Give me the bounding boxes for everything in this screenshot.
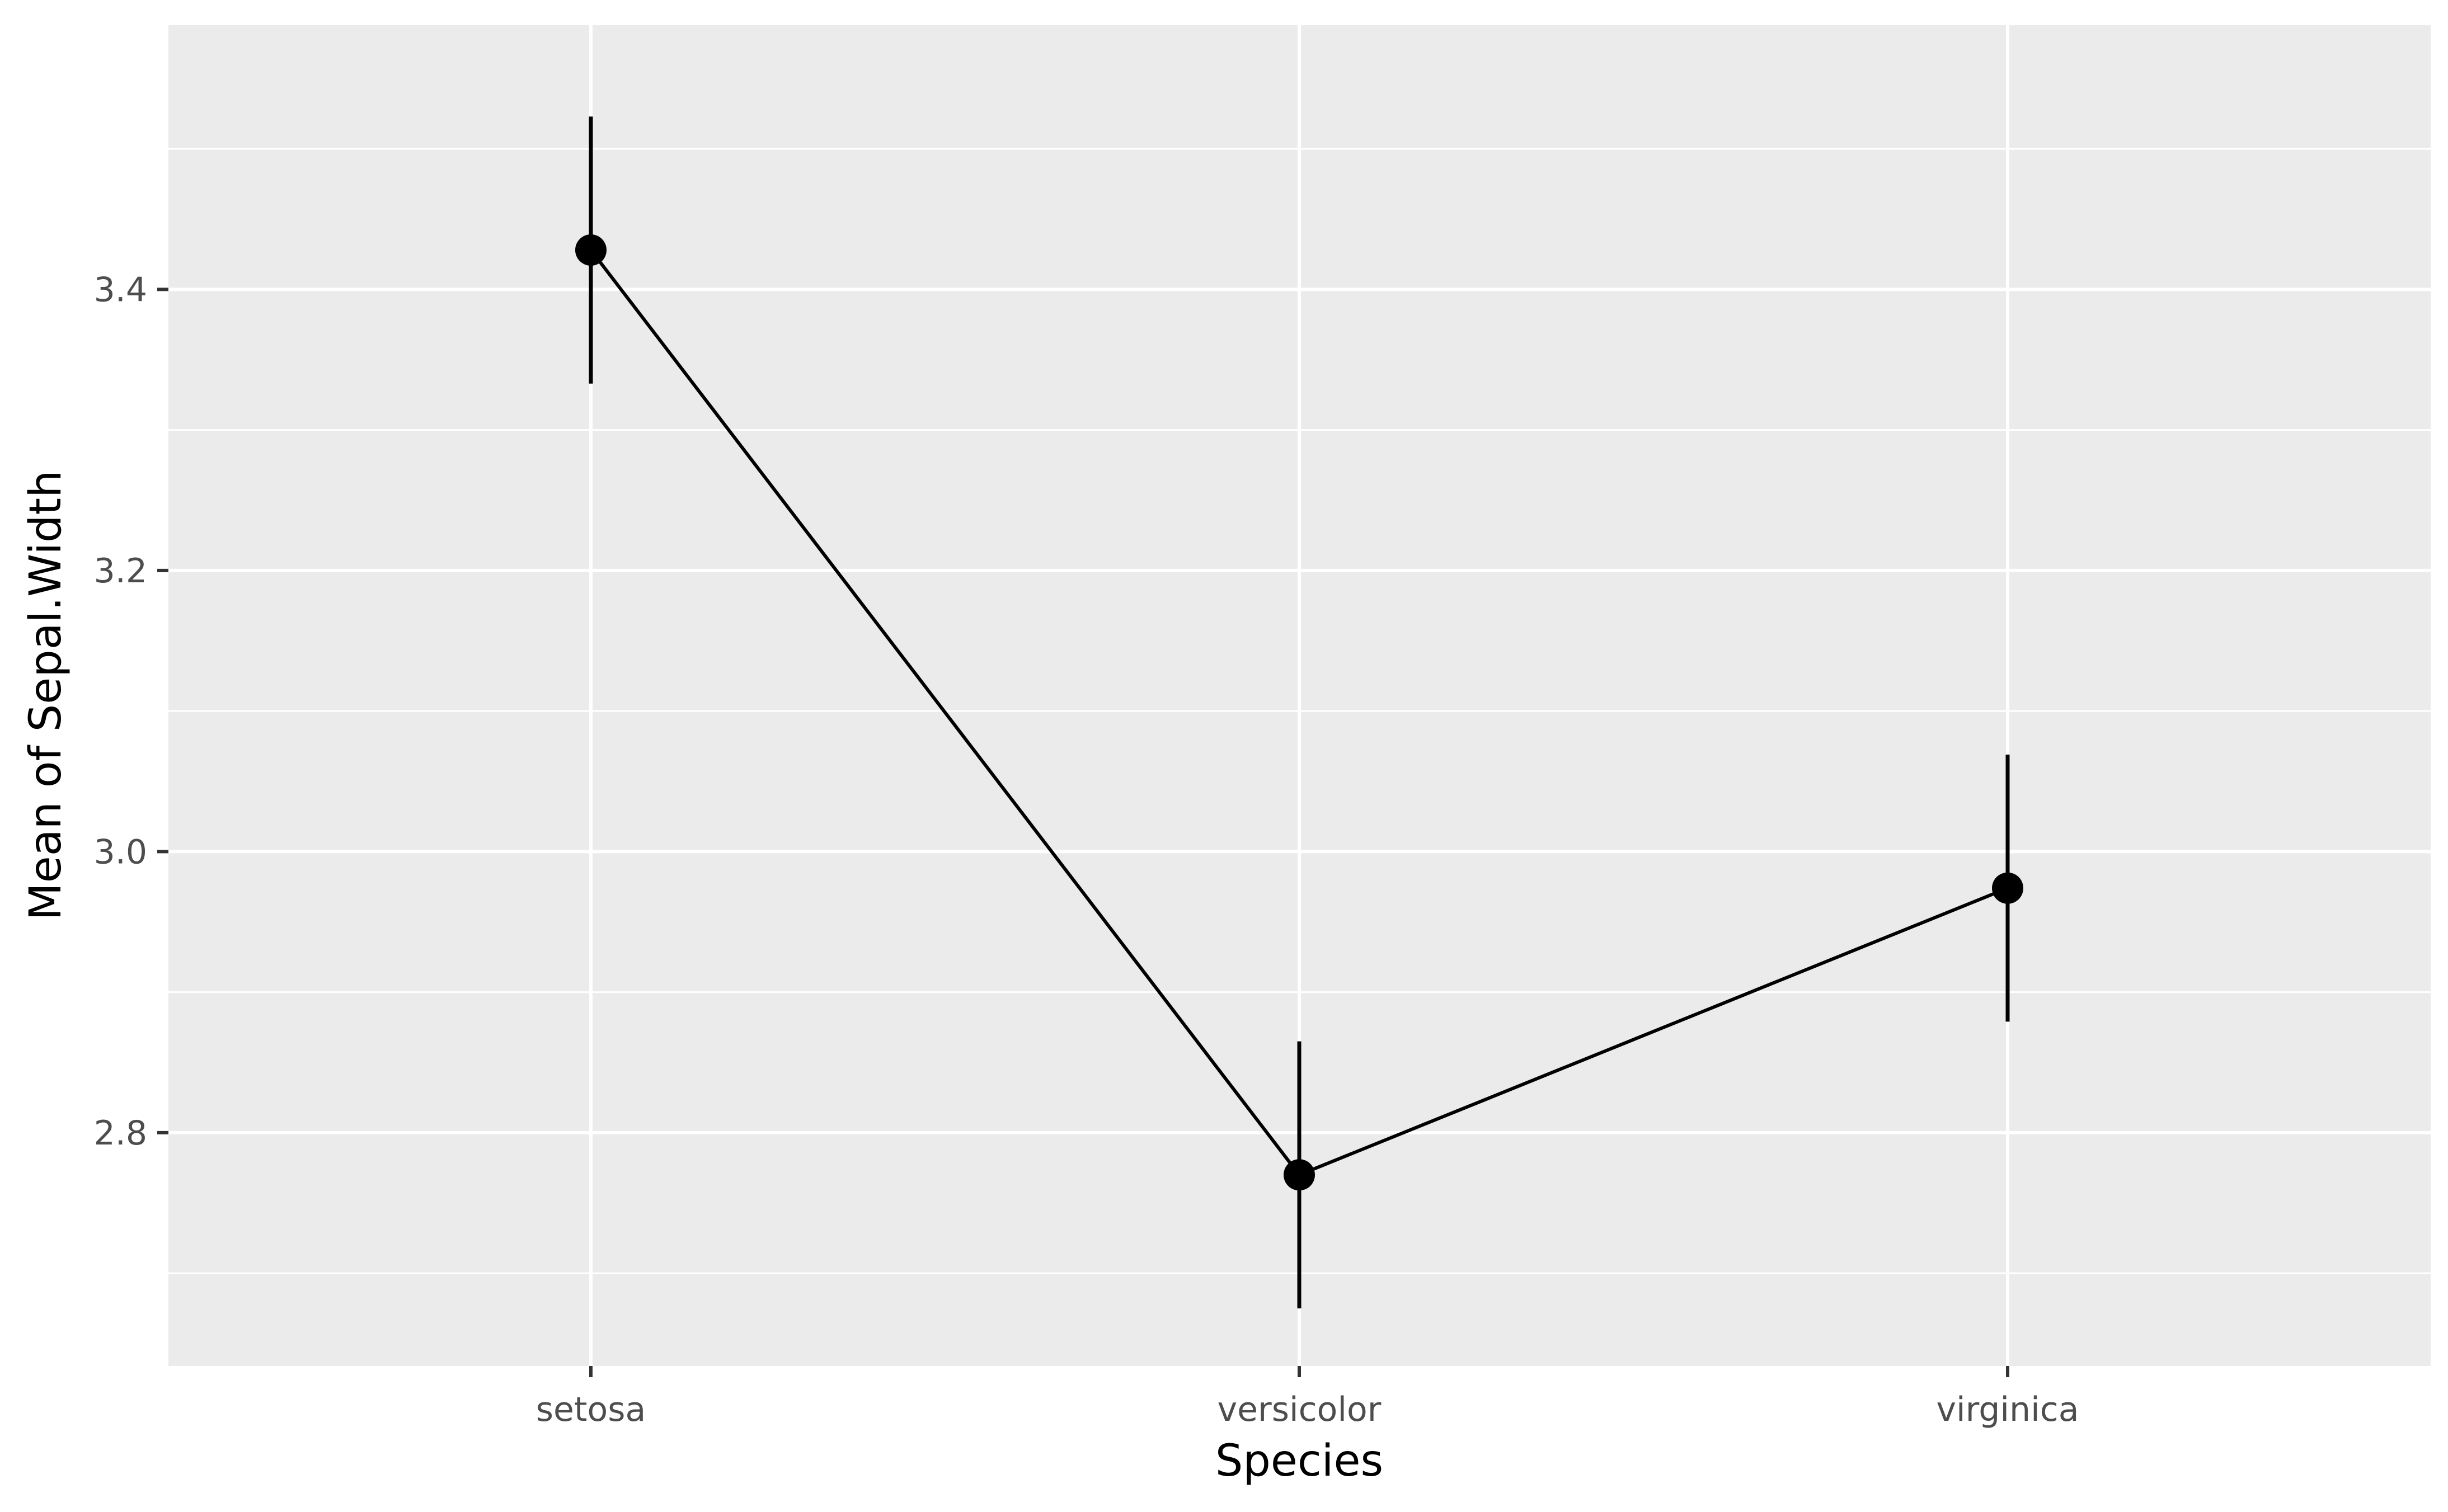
data-point-setosa xyxy=(575,234,607,266)
data-point-virginica xyxy=(1992,872,2023,904)
y-tick-label: 2.8 xyxy=(94,1114,147,1153)
data-point-versicolor xyxy=(1284,1159,1315,1191)
y-axis-title: Mean of Sepal.Width xyxy=(21,470,71,920)
x-axis-title: Species xyxy=(1215,1436,1383,1486)
y-tick-label: 3.0 xyxy=(94,832,147,872)
y-axis: 2.8 3.0 3.2 3.4 xyxy=(94,270,168,1153)
y-tick-label: 3.2 xyxy=(94,552,147,591)
x-tick-label-virginica: virginica xyxy=(1937,1390,2079,1429)
x-tick-label-setosa: setosa xyxy=(536,1390,646,1429)
y-tick-label: 3.4 xyxy=(94,270,147,309)
data-points xyxy=(575,234,2023,1191)
x-tick-label-versicolor: versicolor xyxy=(1218,1390,1382,1429)
x-axis: setosa versicolor virginica xyxy=(536,1366,2079,1429)
